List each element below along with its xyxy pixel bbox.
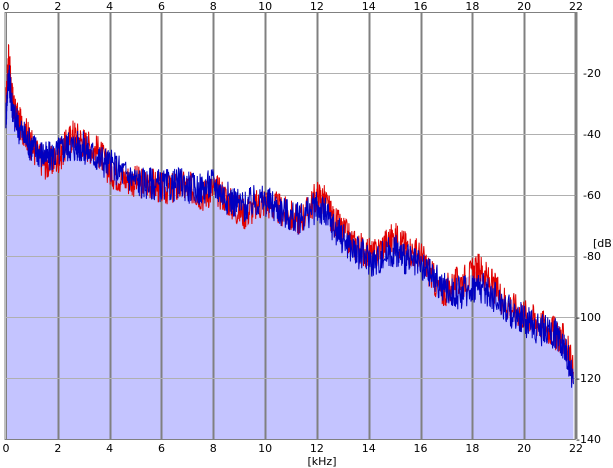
y-tick-label: -140 [576,433,601,446]
x-tick-label-top: 8 [210,0,217,13]
y-axis-unit-label: [dB] [593,237,613,250]
spectrum-envelope-fill [6,54,574,439]
x-tick-label-bottom: 10 [258,442,272,455]
x-tick-label-top: 22 [569,0,583,13]
x-tick-label-top: 20 [517,0,531,13]
x-tick-label-bottom: 14 [362,442,376,455]
x-tick-label-bottom: 20 [517,442,531,455]
y-tick-label: -40 [583,128,601,141]
x-tick-label-top: 10 [258,0,272,13]
y-tick-label: -20 [583,67,601,80]
x-tick-label-top: 18 [465,0,479,13]
x-tick-label-top: 12 [310,0,324,13]
x-axis-unit-label: [kHz] [308,455,337,468]
x-tick-label-bottom: 16 [414,442,428,455]
x-tick-label-bottom: 8 [210,442,217,455]
y-tick-label: -80 [583,250,601,263]
spectrum-fill-area [6,54,574,439]
x-tick-label-bottom: 12 [310,442,324,455]
x-tick-label-top: 14 [362,0,376,13]
x-tick-label-top: 2 [54,0,61,13]
x-tick-label-top: 4 [106,0,113,13]
series-lines [5,44,574,388]
y-tick-label: -120 [576,372,601,385]
x-tick-label-top: 0 [3,0,10,13]
x-tick-label-bottom: 22 [569,442,583,455]
x-tick-label-bottom: 18 [465,442,479,455]
x-tick-label-bottom: 2 [54,442,61,455]
x-tick-label-top: 16 [414,0,428,13]
x-tick-label-bottom: 0 [3,442,10,455]
y-tick-label: -100 [576,311,601,324]
series-line-1 [5,65,574,388]
tick-labels: 00224466881010121214141616181820202222-2… [3,0,602,455]
x-tick-label-top: 6 [158,0,165,13]
x-tick-label-bottom: 6 [158,442,165,455]
plot-frame [4,12,576,440]
y-tick-label: -60 [583,189,601,202]
x-tick-label-bottom: 4 [106,442,113,455]
